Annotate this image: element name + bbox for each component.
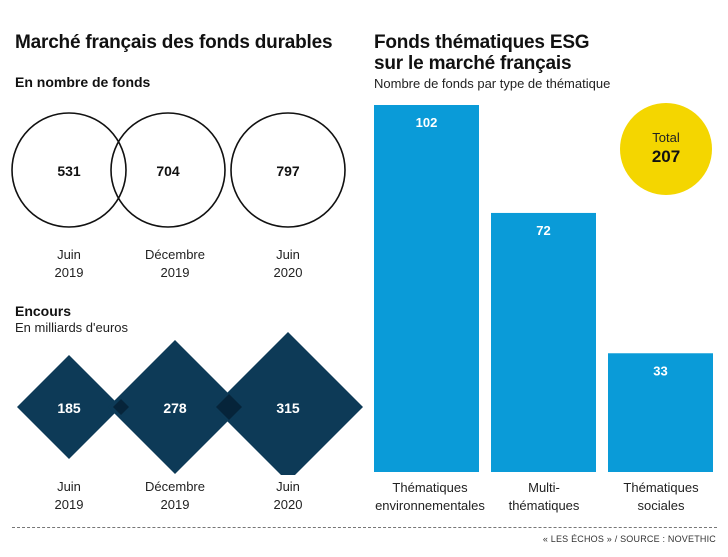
count-circle-1 <box>11 112 127 228</box>
aum-value-3: 315 <box>276 400 300 416</box>
fund-count-circles: 531 704 797 <box>11 112 346 228</box>
aum-period-2: Décembre 2019 <box>145 479 205 512</box>
count-period-2: Décembre 2019 <box>145 247 205 280</box>
bar-value-1: 102 <box>416 115 438 130</box>
total-label: Total <box>652 130 680 145</box>
left-title: Marché français des fonds durables <box>15 32 333 53</box>
diamond-overlap-2 <box>216 394 242 420</box>
bar-category-2: Multi-thématiques <box>508 480 580 513</box>
aum-unit: En milliards d'euros <box>15 320 129 335</box>
count-period-1: Juin 2019 <box>54 247 84 280</box>
right-subtitle: Nombre de fonds par type de thématique <box>374 76 611 91</box>
total-value: 207 <box>652 147 680 166</box>
bar-1 <box>374 105 479 472</box>
aum-period-1: Juin 2019 <box>54 479 84 512</box>
source-credit: « LES ÉCHOS » / SOURCE : NOVETHIC <box>542 534 716 544</box>
count-value-2: 704 <box>156 163 180 179</box>
right-title: Fonds thématiques ESG sur le marché franç… <box>374 32 590 74</box>
total-badge: Total 207 <box>620 103 712 195</box>
bar-3 <box>608 353 713 472</box>
footer-divider <box>12 527 717 528</box>
bar-category-3: Thématiques sociales <box>623 480 699 513</box>
count-circle-2 <box>110 112 226 228</box>
aum-value-2: 278 <box>163 400 187 416</box>
count-period-3: Juin 2020 <box>273 247 303 280</box>
aum-subtitle: Encours <box>15 303 72 319</box>
total-circle <box>620 103 712 195</box>
aum-diamond-1 <box>17 355 121 459</box>
aum-value-1: 185 <box>57 400 81 416</box>
bar-value-2: 72 <box>536 223 550 238</box>
bar-category-1: Thématiques environnementales <box>375 480 485 513</box>
aum-diamonds: 185 278 315 <box>17 332 363 475</box>
bar-value-3: 33 <box>653 363 667 378</box>
count-subtitle: En nombre de fonds <box>15 74 151 90</box>
esg-bar-chart: 102 72 33 Total 207 <box>374 103 713 473</box>
count-value-1: 531 <box>57 163 81 179</box>
diamond-overlap-1 <box>113 399 129 415</box>
aum-diamond-2 <box>108 340 242 474</box>
count-circle-3 <box>230 112 346 228</box>
bar-2 <box>491 212 596 473</box>
aum-diamond-3 <box>213 332 363 475</box>
count-value-3: 797 <box>276 163 300 179</box>
aum-period-3: Juin 2020 <box>273 479 303 512</box>
